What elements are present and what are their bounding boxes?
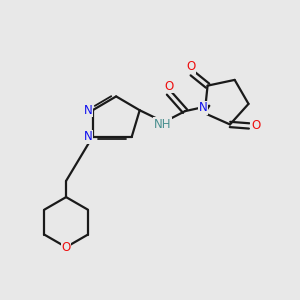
Text: O: O [164, 80, 173, 93]
Text: N: N [199, 101, 208, 114]
Text: O: O [251, 119, 260, 132]
Text: NH: NH [154, 118, 171, 130]
Text: N: N [84, 130, 92, 143]
Text: O: O [186, 60, 195, 73]
Text: N: N [84, 104, 92, 117]
Text: O: O [61, 241, 71, 254]
